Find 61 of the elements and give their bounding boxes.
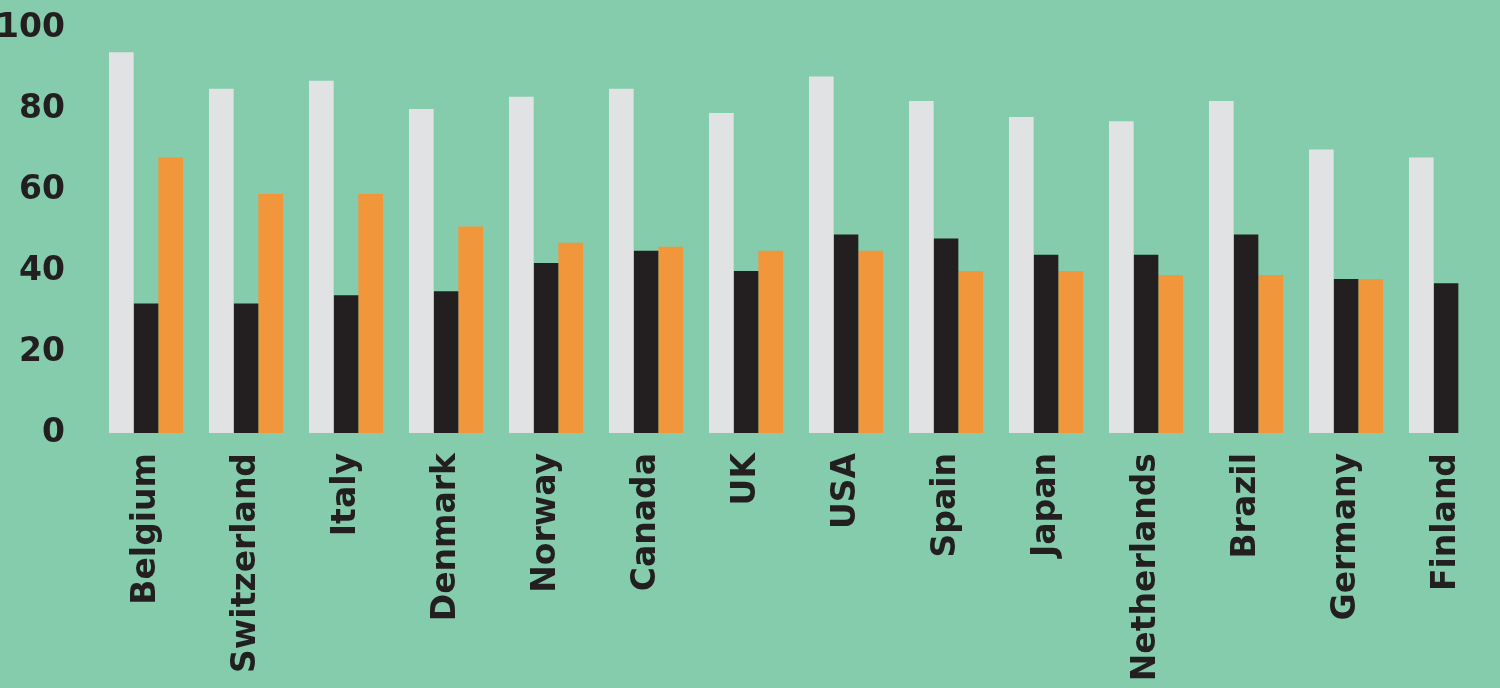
bar — [709, 113, 734, 433]
bar — [1433, 283, 1459, 433]
y-tick-label: 0 — [42, 410, 65, 450]
bar — [409, 109, 434, 433]
x-tick-label: Canada — [623, 453, 663, 592]
bar — [758, 250, 783, 433]
x-tick-label: Norway — [523, 453, 563, 593]
bar — [258, 194, 283, 433]
bar — [1033, 254, 1059, 433]
bar — [858, 250, 883, 433]
bar — [233, 303, 259, 433]
bar — [209, 88, 234, 433]
y-tick-label: 80 — [19, 86, 65, 126]
bar — [1233, 234, 1259, 433]
bar — [509, 96, 534, 433]
x-tick-label: Belgium — [123, 453, 163, 605]
bar — [1009, 117, 1034, 433]
bar — [158, 157, 183, 433]
bar — [633, 250, 659, 433]
bar — [733, 271, 759, 433]
bar — [958, 271, 983, 433]
x-tick-label: Netherlands — [1123, 453, 1163, 682]
x-tick-label: Japan — [1023, 453, 1063, 559]
bar — [1058, 271, 1083, 433]
bar — [1109, 121, 1134, 433]
x-tick-label: Switzerland — [223, 453, 263, 673]
x-tick-label: Denmark — [423, 451, 463, 622]
bar — [333, 295, 359, 433]
x-tick-label: Italy — [323, 453, 363, 537]
bar — [433, 291, 459, 433]
bar — [933, 238, 959, 433]
bar — [609, 88, 634, 433]
bar — [458, 226, 483, 433]
bar — [1158, 275, 1183, 433]
y-tick-label: 100 — [0, 5, 65, 45]
x-tick-label: Finland — [1423, 453, 1463, 592]
bar — [133, 303, 159, 433]
bar — [1258, 275, 1283, 433]
bar — [1409, 157, 1434, 433]
bar — [309, 80, 334, 433]
y-tick-label: 40 — [19, 248, 65, 288]
y-tick-label: 20 — [19, 329, 65, 369]
x-tick-label: Germany — [1323, 453, 1363, 621]
bar — [533, 262, 559, 433]
bar — [658, 246, 683, 433]
x-tick-label: Spain — [923, 453, 963, 558]
bar — [109, 52, 134, 433]
x-tick-label: Brazil — [1223, 453, 1263, 559]
bar — [1358, 279, 1383, 433]
bar — [358, 194, 383, 433]
bar — [1333, 279, 1359, 433]
bar — [909, 100, 934, 433]
x-tick-label: UK — [723, 451, 763, 506]
y-tick-label: 60 — [19, 167, 65, 207]
x-tick-label: USA — [823, 452, 863, 530]
bar — [833, 234, 859, 433]
bar — [1133, 254, 1159, 433]
bar — [558, 242, 583, 433]
bar — [1309, 149, 1334, 433]
bar — [1209, 100, 1234, 433]
bar — [809, 76, 834, 433]
